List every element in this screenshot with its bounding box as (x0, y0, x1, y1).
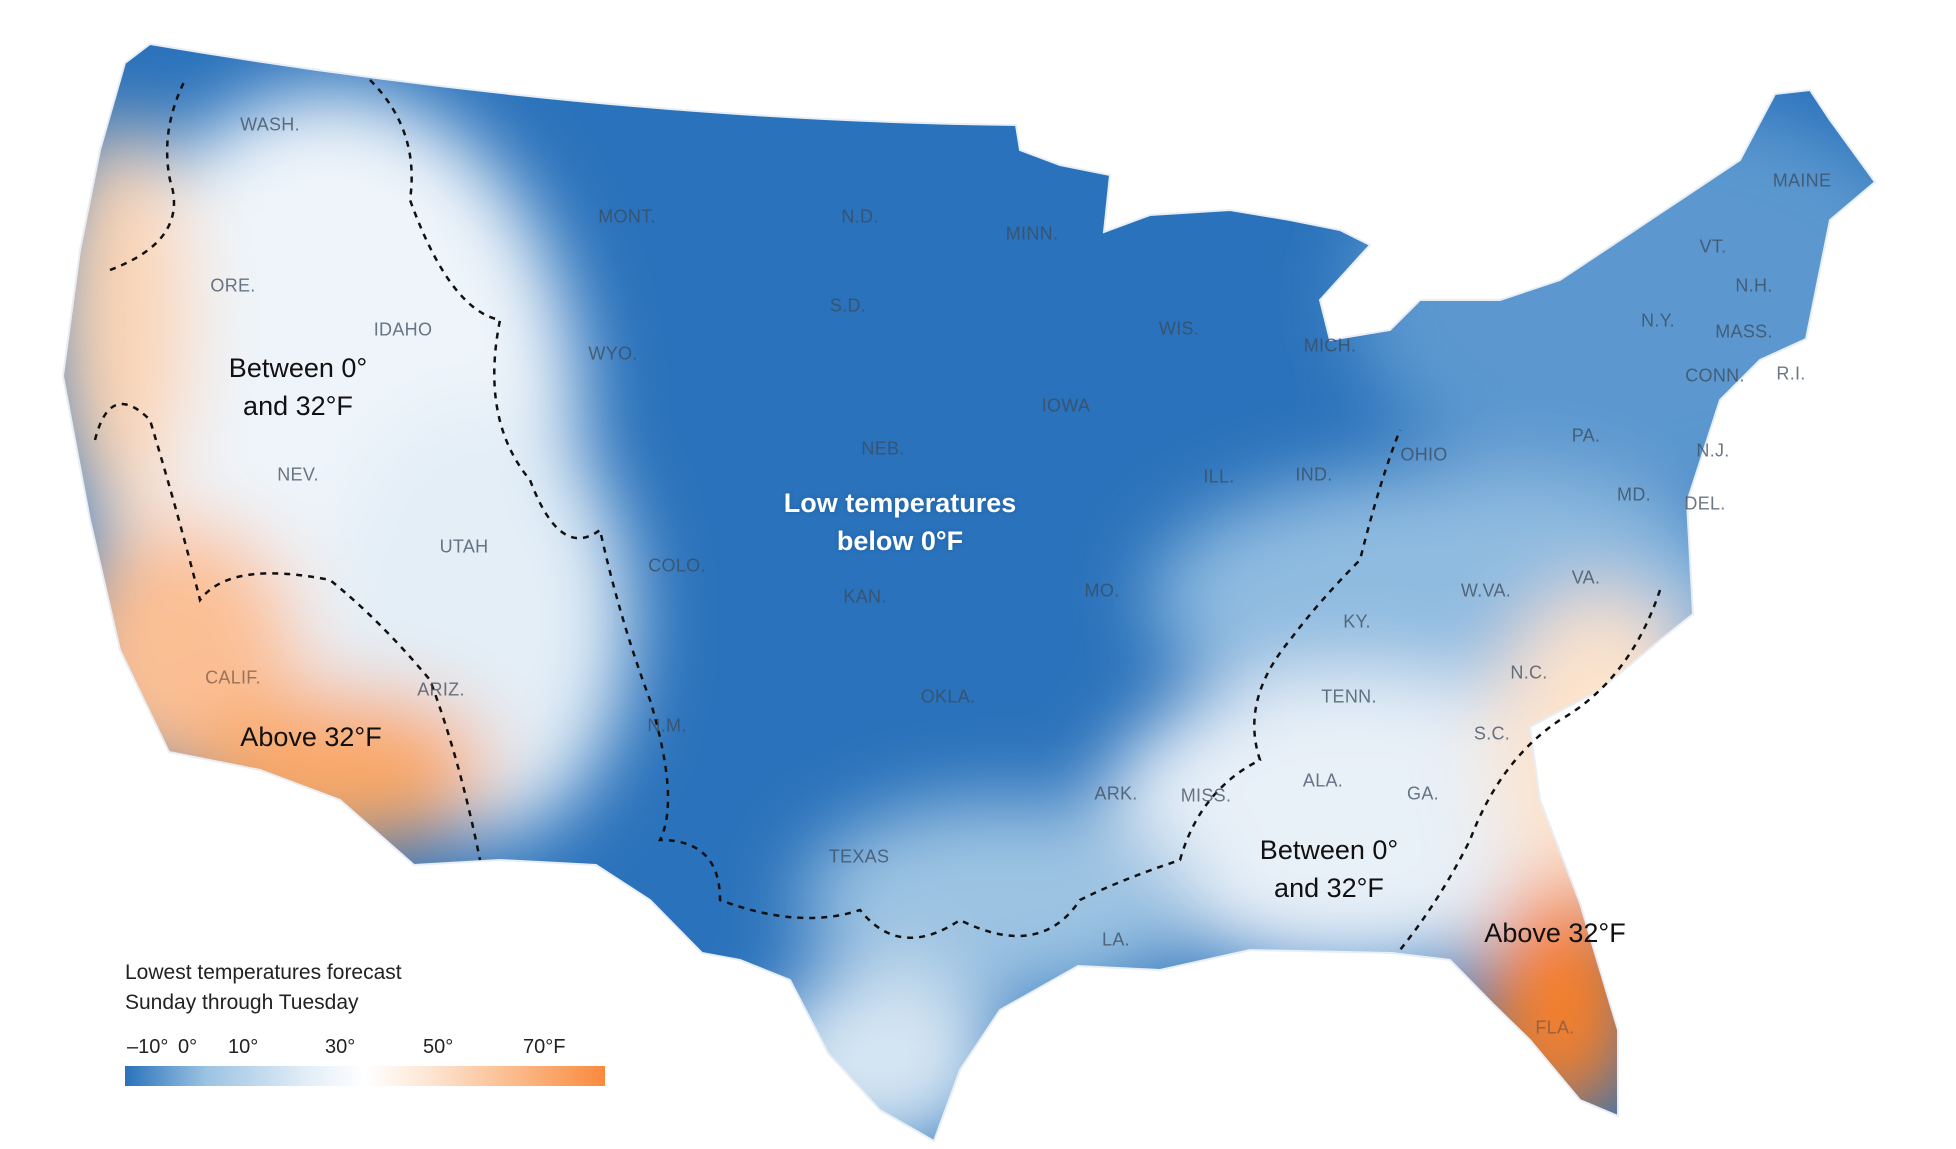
state-label: N.C. (1510, 662, 1548, 683)
state-label: W.VA. (1460, 580, 1512, 601)
state-label: N.M. (647, 715, 687, 736)
state-label: N.J. (1696, 440, 1730, 461)
state-label: MASS. (1715, 321, 1773, 342)
annotation-southeast-above: Above 32°F (1484, 918, 1626, 948)
annotation-west-above: Above 32°F (240, 722, 382, 752)
state-label: LA. (1102, 929, 1130, 950)
annotation-line: below 0°F (836, 526, 964, 556)
legend-tick: 50° (423, 1036, 454, 1058)
state-label: ORE. (210, 275, 256, 296)
state-label: PA. (1571, 425, 1601, 446)
state-label: IND. (1295, 464, 1333, 485)
state-label: GA. (1407, 783, 1439, 804)
state-label: WIS. (1158, 318, 1200, 339)
state-label: MICH. (1303, 335, 1357, 356)
state-label: ILL. (1203, 466, 1235, 487)
state-label: ALA. (1302, 770, 1344, 791)
state-label: MISS. (1180, 785, 1232, 806)
state-label: MONT. (598, 206, 656, 227)
legend-title-line2: Sunday through Tuesday (125, 991, 359, 1014)
annotation-line: and 32°F (243, 391, 353, 421)
legend-color-bar (125, 1066, 605, 1086)
state-label: KAN. (843, 586, 887, 607)
state-label: VT. (1699, 236, 1727, 257)
annotation-line: Between 0° (1259, 835, 1399, 865)
state-label: ARK. (1094, 783, 1138, 804)
annotation-central-below: Low temperatures below 0°F (784, 484, 1017, 560)
state-label: TENN. (1321, 686, 1377, 707)
legend-tick: 10° (228, 1036, 259, 1058)
annotation-line: Low temperatures (783, 488, 1017, 518)
state-label: WASH. (240, 114, 300, 135)
state-label: S.C. (1473, 723, 1511, 744)
state-label: N.H. (1735, 275, 1773, 296)
state-label: NEV. (277, 464, 319, 485)
state-label: NEB. (861, 438, 905, 459)
annotation-west-between: Between 0° and 32°F (229, 349, 367, 425)
state-label: VA. (1571, 567, 1601, 588)
state-label: N.D. (841, 206, 879, 227)
state-label: CONN. (1685, 365, 1745, 386)
state-label: MINN. (1005, 223, 1059, 244)
state-label: OKLA. (920, 686, 976, 707)
state-label: MO. (1084, 580, 1120, 601)
legend-tick: –10° (127, 1036, 169, 1058)
state-label: MD. (1617, 484, 1651, 505)
state-label: IDAHO (373, 319, 433, 340)
legend-tick: 0° (178, 1036, 198, 1058)
state-label: DEL. (1684, 493, 1726, 514)
legend-tick: 30° (325, 1036, 356, 1058)
state-label: WYO. (588, 343, 638, 364)
annotation-line: and 32°F (1274, 873, 1384, 903)
state-label: IOWA (1041, 395, 1091, 416)
state-label: N.Y. (1641, 310, 1675, 331)
state-label: TEXAS (828, 846, 890, 867)
state-label: KY. (1343, 611, 1371, 632)
state-label: ARIZ. (417, 679, 465, 700)
state-label: MAINE (1772, 170, 1832, 191)
state-label: FLA. (1535, 1017, 1575, 1038)
state-label: COLO. (648, 555, 706, 576)
state-label: S.D. (829, 295, 867, 316)
freezing-contour (93, 79, 1662, 951)
legend-title-line1: Lowest temperatures forecast (125, 961, 402, 984)
state-label: CALIF. (205, 667, 261, 688)
annotation-line: Between 0° (228, 353, 368, 383)
legend-tick: 70°F (523, 1036, 566, 1058)
legend-ticks: –10° 0° 10° 30° 50° 70°F (125, 1036, 615, 1066)
color-legend: Lowest temperatures forecast Sunday thro… (125, 958, 615, 1086)
state-label: R.I. (1776, 363, 1806, 384)
state-label: OHIO (1400, 444, 1448, 465)
annotation-south-between: Between 0° and 32°F (1260, 831, 1398, 907)
state-label: UTAH (439, 536, 489, 557)
